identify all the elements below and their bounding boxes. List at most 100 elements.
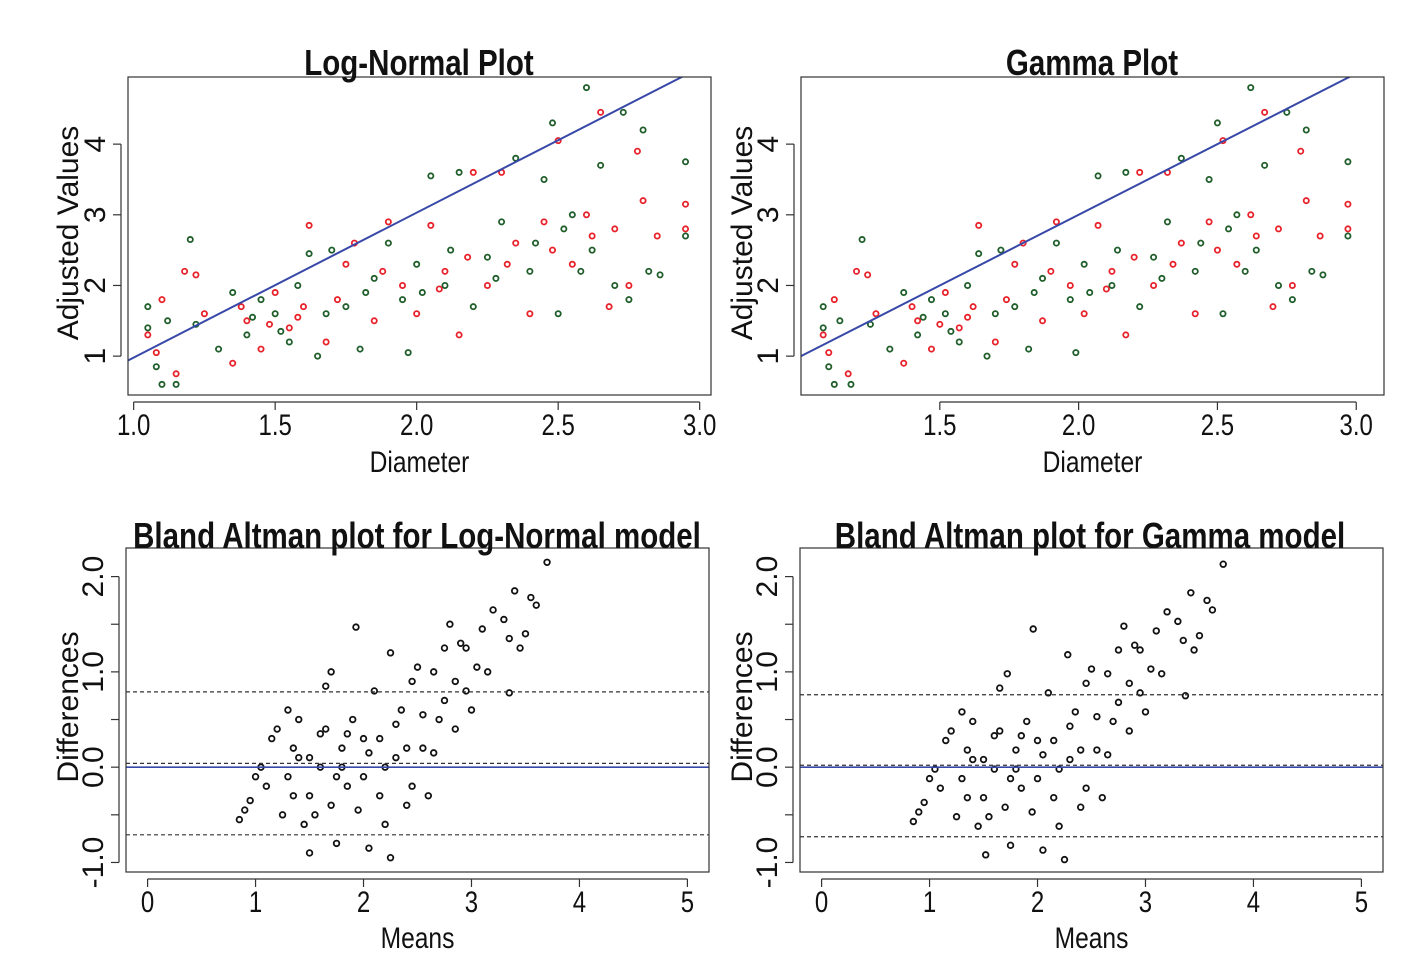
data-point-green (1252, 246, 1260, 254)
data-point-green (1344, 158, 1352, 166)
data-point (462, 644, 470, 652)
data-point (1093, 712, 1101, 721)
data-point-green (975, 250, 983, 258)
data-point-green (914, 331, 922, 339)
x-tick-label: 5 (1355, 884, 1368, 918)
x-tick-label: 2.5 (1201, 407, 1234, 441)
points (128, 77, 690, 388)
data-point-green (836, 317, 844, 325)
data-point (349, 715, 357, 724)
data-point (446, 620, 454, 628)
data-point-green (356, 345, 364, 353)
data-point (1109, 717, 1117, 726)
data-point-red (399, 281, 407, 289)
data-point (1203, 596, 1211, 605)
data-point-red (872, 310, 880, 318)
x-tick-label: 2.0 (1062, 407, 1095, 441)
data-point (1152, 627, 1160, 635)
data-point (305, 849, 314, 857)
data-point-red (1269, 303, 1277, 311)
data-point-red (294, 313, 302, 321)
data-point-red (1002, 296, 1010, 304)
data-point-green (277, 327, 285, 335)
panel-1: 1.0 1.5 2.0 2.5 3.0 1 2 3 4 Log-Normal Plot Diamet… (52, 42, 716, 478)
data-point-green (1030, 289, 1038, 297)
points (800, 560, 1383, 864)
data-point-green (271, 310, 279, 318)
data-point-red (172, 370, 180, 378)
data-point-red (152, 349, 160, 357)
data-point-red (1094, 221, 1102, 229)
data-point (958, 708, 966, 716)
data-point (1087, 665, 1096, 673)
data-point (1050, 793, 1058, 802)
data-point (936, 784, 945, 792)
plot-frame (800, 76, 1385, 396)
data-point-red (285, 324, 293, 332)
data-point-red (1247, 211, 1255, 219)
data-point (392, 753, 400, 762)
data-point-green (305, 250, 313, 258)
data-point (295, 715, 303, 724)
y-tick-label: 4 (79, 136, 112, 153)
data-point (305, 753, 314, 762)
data-point-green (1241, 267, 1249, 275)
data-point (1174, 617, 1182, 626)
data-point-green (991, 310, 999, 318)
data-point (403, 744, 411, 752)
data-point (1060, 855, 1069, 864)
data-point-green (413, 260, 421, 268)
data-point (1029, 625, 1037, 633)
data-point (1012, 765, 1020, 773)
data-point-green (611, 281, 619, 289)
data-point (311, 811, 319, 819)
data-point-green (322, 310, 330, 318)
data-point-green (1191, 267, 1199, 275)
data-point-green (427, 172, 435, 180)
x-tick-label: 0 (815, 884, 828, 918)
data-point (1017, 732, 1026, 740)
x-axis-label: Means (1055, 921, 1129, 955)
data-point (996, 684, 1004, 692)
data-point-green (172, 380, 180, 388)
data-point-green (186, 236, 194, 244)
data-point-red (549, 246, 557, 254)
data-point (925, 774, 934, 783)
data-point-green (229, 289, 237, 297)
data-point-green (1086, 289, 1094, 297)
data-point-green (498, 218, 506, 226)
x-tick-label: 2.0 (400, 407, 433, 441)
data-point-red (158, 296, 166, 304)
data-point-red (914, 317, 922, 325)
data-point-green (645, 267, 653, 275)
data-point-red (257, 345, 265, 353)
data-point-red (955, 324, 963, 332)
plot-frame (125, 547, 710, 873)
data-point (322, 725, 330, 733)
data-point (1039, 751, 1047, 759)
data-point (352, 623, 360, 631)
data-point-green (825, 363, 833, 371)
data-point (1066, 722, 1074, 730)
data-point (920, 798, 928, 807)
data-point-red (1122, 331, 1130, 339)
y-tick-label: 0.0 (751, 746, 784, 788)
data-point-red (192, 271, 200, 279)
data-point-green (1011, 303, 1019, 311)
data-point (1147, 665, 1155, 673)
data-point (1179, 636, 1187, 645)
data-point-red (435, 285, 443, 293)
data-point-red (144, 331, 152, 339)
data-point (386, 854, 395, 862)
x-tick-label: 1.0 (117, 407, 150, 441)
data-point (376, 792, 384, 800)
data-point (435, 715, 443, 724)
plot-frame (127, 76, 712, 396)
y-tick-label: 4 (752, 136, 785, 153)
y-tick-label: 1.0 (77, 651, 110, 693)
data-point-red (819, 331, 827, 339)
data-point (251, 773, 260, 781)
data-point-green (582, 84, 590, 92)
y-tick-label: 1.0 (751, 651, 784, 693)
data-point-green (1261, 161, 1269, 169)
